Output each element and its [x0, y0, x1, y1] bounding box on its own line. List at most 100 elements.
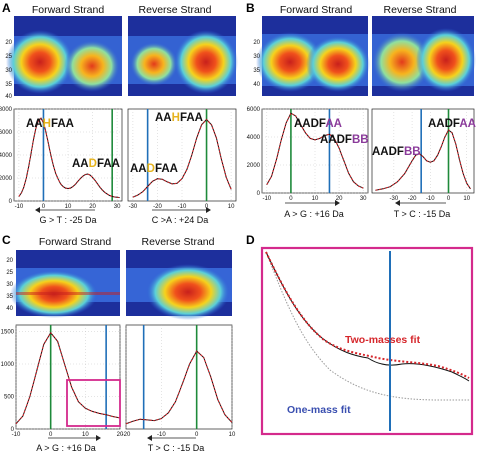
x-tick-label: -10: [157, 432, 166, 438]
data-point: [186, 169, 188, 170]
caption-c-left-arrow: [48, 435, 101, 441]
y-tick-label: 8000: [0, 107, 13, 113]
data-point: [182, 383, 183, 384]
panel-c-right-title: Reverse Strand: [142, 236, 215, 248]
data-point: [211, 124, 212, 126]
data-point: [104, 192, 106, 193]
data-point: [397, 181, 398, 183]
data-point: [433, 160, 435, 162]
data-point: [62, 186, 64, 187]
panel-d-frame: [260, 246, 474, 436]
data-point: [139, 419, 141, 420]
data-point: [271, 175, 272, 177]
caption-b-left: A > G : +16 Da: [284, 209, 344, 219]
data-point: [38, 120, 39, 121]
data-point: [70, 187, 71, 189]
svg-text:40: 40: [6, 306, 13, 312]
data-point: [216, 137, 217, 139]
data-point: [146, 419, 148, 421]
data-point: [415, 154, 417, 156]
data-point: [167, 181, 168, 183]
x-tick-label: -10: [426, 196, 435, 202]
data-point: [40, 117, 42, 119]
svg-text:35: 35: [6, 294, 13, 300]
panel-a-label: A: [2, 1, 11, 15]
data-point: [105, 414, 107, 416]
pep-b-right-2: AADFAA: [428, 118, 476, 130]
data-point: [230, 188, 232, 190]
heatmap-c-left: [10, 250, 120, 318]
y-tick-label: 6000: [0, 130, 13, 136]
data-point: [290, 112, 292, 114]
x-tick-label: 0: [42, 204, 46, 210]
x-tick-label: 30: [114, 204, 121, 210]
data-point: [411, 160, 413, 162]
svg-text:35: 35: [253, 68, 260, 74]
svg-text:30: 30: [253, 54, 260, 60]
x-tick-label: -10: [262, 196, 271, 202]
heatmap-b-right: [372, 16, 476, 96]
data-point: [116, 197, 118, 198]
data-point: [98, 413, 100, 414]
panel-b-left-title: Forward Strand: [280, 4, 353, 16]
panel-b-right-title: Reverse Strand: [384, 4, 457, 16]
x-tick-label: -10: [15, 204, 24, 210]
data-point: [142, 191, 143, 193]
data-point: [334, 138, 335, 139]
x-tick-label: 10: [463, 196, 470, 202]
data-point: [109, 195, 110, 196]
data-point: [295, 115, 297, 117]
data-point: [18, 196, 20, 197]
data-point: [329, 133, 330, 135]
data-point: [404, 173, 406, 174]
x-tick-label: -20: [408, 196, 417, 202]
heatmap-b-left: [256, 16, 370, 96]
data-point: [53, 165, 54, 166]
data-point: [43, 122, 44, 124]
data-point: [72, 186, 74, 187]
fit-line: [15, 331, 121, 425]
x-tick-label: 10: [82, 432, 89, 438]
data-point: [426, 160, 427, 162]
svg-text:40: 40: [253, 82, 260, 88]
caption-b-right-arrow: [395, 200, 446, 206]
data-point: [99, 186, 101, 188]
data-point: [55, 173, 56, 174]
data-point: [71, 386, 72, 388]
data-point: [85, 407, 86, 409]
x-tick-label: 30: [360, 196, 367, 202]
data-point: [338, 147, 340, 149]
data-point: [276, 159, 277, 160]
data-point: [89, 174, 91, 176]
caption-b-left-arrow: [285, 200, 340, 206]
data-point: [217, 399, 219, 401]
data-point: [444, 136, 446, 138]
svg-text:40: 40: [5, 94, 12, 100]
pep-a-left-2: AADFAA: [72, 158, 120, 170]
data-point: [92, 411, 93, 412]
caption-a-right-arrow: [152, 207, 211, 213]
data-point: [154, 420, 155, 421]
x-tick-label: 10: [228, 204, 235, 210]
data-point: [281, 139, 282, 141]
svg-text:25: 25: [6, 270, 13, 276]
svg-text:35: 35: [5, 82, 12, 88]
data-point: [26, 177, 27, 179]
data-point: [358, 185, 359, 187]
data-point: [419, 153, 420, 155]
x-tick-label: 20: [117, 432, 124, 438]
x-tick-label: -20: [153, 204, 162, 210]
data-point: [157, 178, 158, 179]
fit-line: [125, 350, 233, 425]
data-point: [206, 119, 207, 120]
svg-text:20: 20: [5, 40, 12, 46]
x-tick-label: 20: [89, 204, 96, 210]
data-point: [300, 124, 301, 125]
y-tick-label: 500: [4, 395, 15, 401]
caption-c-right: T > C : -15 Da: [148, 443, 205, 453]
panel-b: B Forward Strand Reverse Strand 20 30 35…: [246, 1, 476, 219]
svg-text:25: 25: [5, 54, 12, 60]
data-point: [221, 158, 222, 160]
caption-c-left: A > G : +16 Da: [36, 443, 96, 453]
two-mass-fit-curve: [265, 251, 470, 379]
